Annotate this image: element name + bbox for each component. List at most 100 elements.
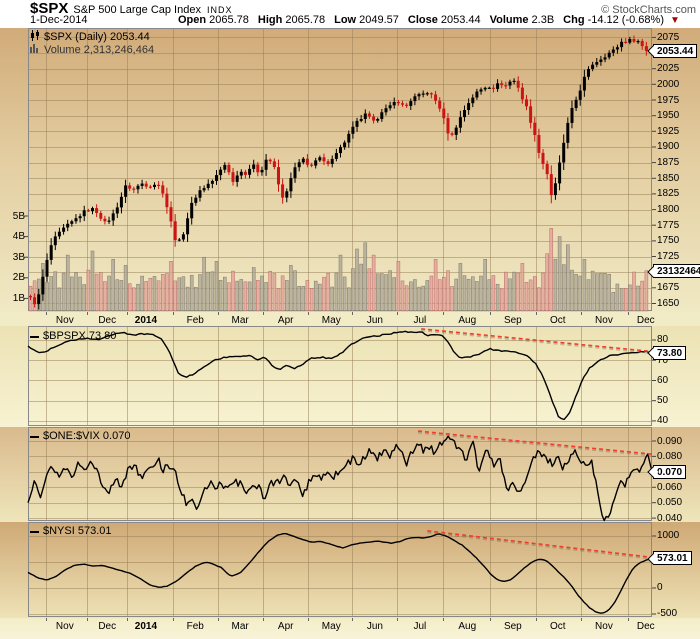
xaxis-month-label: Dec [98,621,117,632]
xaxis-month-label: Mar [231,621,249,632]
quote-high: High 2065.78 [258,14,325,26]
price-axis-tick-label: 1950 [657,110,680,122]
last-price-callout: 2053.44 [653,43,698,58]
quote-change: Chg -14.12 (-0.68%) [563,14,664,26]
xaxis-strip-bottom [0,618,700,639]
xaxis-month-label: Nov [55,621,74,632]
line-series-icon [30,525,39,537]
header-quote-row: 1-Dec-2014 Open 2065.78 High 2065.78 Low 20… [30,14,694,27]
volume-legend-text: Volume 2,313,246,464 [44,43,155,56]
xaxis-month-label: Nov [595,315,613,326]
xaxis-month-label: Aug [458,315,477,326]
xaxis-month-label: Oct [549,621,566,632]
xaxis-month-label: Jul [413,315,427,326]
xaxis-month-label: Feb [186,621,204,632]
price-axis-tick-label: 1875 [657,157,680,169]
xaxis-month-label: Aug [458,621,477,632]
change-value: -14.12 (-0.68%) [587,14,664,26]
price-axis-tick-label: 1925 [657,125,680,137]
price-axis-tick-label: 2075 [657,31,680,43]
nysi-axis-tick-label: -500 [657,608,678,620]
high-label: High [257,14,283,26]
bpspx-axis-tick-label: 40 [657,415,669,427]
nysi-legend-text: $NYSI 573.01 [43,525,112,537]
xaxis-month-label: Nov [595,621,613,632]
header-title-row: $SPX S&P 500 Large Cap Index INDX © Stoc… [30,0,696,17]
xaxis-month-label: 2014 [134,621,158,632]
close-label: Close [407,14,438,26]
nysi-legend: $NYSI 573.01 [30,525,112,537]
price-axis-tick-label: 2000 [657,78,680,90]
volume-axis-tick-label: 1B [12,292,25,304]
xaxis-strip-top [0,312,700,326]
quote-open: Open 2065.78 [178,14,249,26]
nysi-value-callout: 573.01 [653,551,692,566]
nysi-axis-tick-label: 1000 [657,530,680,542]
bpspx-legend: $BPSPX 73.80 [30,330,116,342]
price-axis-tick-label: 1975 [657,94,680,106]
low-value: 2049.57 [359,14,399,26]
candlestick-icon [30,30,40,44]
bpspx-axis-tick-label: 60 [657,374,669,386]
xaxis-month-label: Apr [277,315,294,326]
quote-close: Close 2053.44 [408,14,481,26]
xaxis-month-label: Feb [186,315,204,326]
price-axis-tick-label: 1825 [657,188,680,200]
onevix-value-callout: 0.070 [653,464,687,479]
open-value: 2065.78 [209,14,249,26]
volume-axis-tick-label: 3B [12,251,25,263]
xaxis-month-label: Jul [413,621,427,632]
open-label: Open [178,14,207,26]
xaxis-month-label: Sep [503,621,522,632]
main-chart-legend: $SPX (Daily) 2053.44 [30,30,150,44]
change-label: Chg [563,14,585,26]
bpspx-axis-tick-label: 50 [657,395,669,407]
price-axis-tick-label: 1750 [657,235,680,247]
xaxis-month-label: 2014 [134,315,158,326]
price-axis-tick-label: 1650 [657,297,680,309]
price-axis-tick-label: 1675 [657,282,680,294]
line-series-icon [30,330,39,342]
price-axis-tick-label: 1800 [657,204,680,216]
price-axis-tick-label: 1900 [657,141,680,153]
volume-bars-icon [30,43,40,56]
volume-axis-tick-label: 5B [12,210,25,222]
xaxis-month-label: Dec [636,621,655,632]
xaxis-month-label: May [321,621,341,632]
volume-value: 2.3B [531,14,555,26]
onevix-axis-tick-label: 0.090 [657,435,683,447]
nysi-axis-tick-label: 0 [657,582,663,594]
chart-header: $SPX S&P 500 Large Cap Index INDX © Stoc… [0,0,700,28]
price-axis-tick-label: 2025 [657,63,680,75]
exchange-label: INDX [206,5,233,15]
volume-label: Volume [489,14,529,26]
onevix-axis-tick-label: 0.080 [657,450,683,462]
xaxis-month-label: Dec [636,315,655,326]
onevix-axis-tick-label: 0.040 [657,512,683,524]
onevix-axis-tick-label: 0.050 [657,497,683,509]
change-down-icon: ▼ [670,15,680,26]
stockcharts-credit: © StockCharts.com [601,4,696,16]
bpspx-axis-tick-label: 70 [657,354,669,366]
close-value: 2053.44 [440,14,481,26]
volume-callout: 2313246464 [653,264,700,279]
one-vix-legend: $ONE:$VIX 0.070 [30,430,130,442]
low-label: Low [334,14,357,26]
xaxis-month-label: Dec [98,315,117,326]
chart-date: 1-Dec-2014 [30,14,88,26]
high-value: 2065.78 [285,14,326,26]
xaxis-month-label: Apr [277,621,294,632]
one-vix-legend-text: $ONE:$VIX 0.070 [43,430,131,442]
volume-axis-tick-label: 2B [12,272,25,284]
one-vix-panel-background [0,427,700,522]
xaxis-month-label: Mar [231,315,249,326]
xaxis-month-label: Jun [366,621,383,632]
quote-volume: Volume 2.3B [490,14,555,26]
price-axis-tick-label: 1725 [657,251,680,263]
xaxis-month-label: Jun [366,315,383,326]
onevix-axis-tick-label: 0.060 [657,481,683,493]
main-legend-text: $SPX (Daily) 2053.44 [44,31,150,43]
price-axis-tick-label: 1850 [657,172,680,184]
